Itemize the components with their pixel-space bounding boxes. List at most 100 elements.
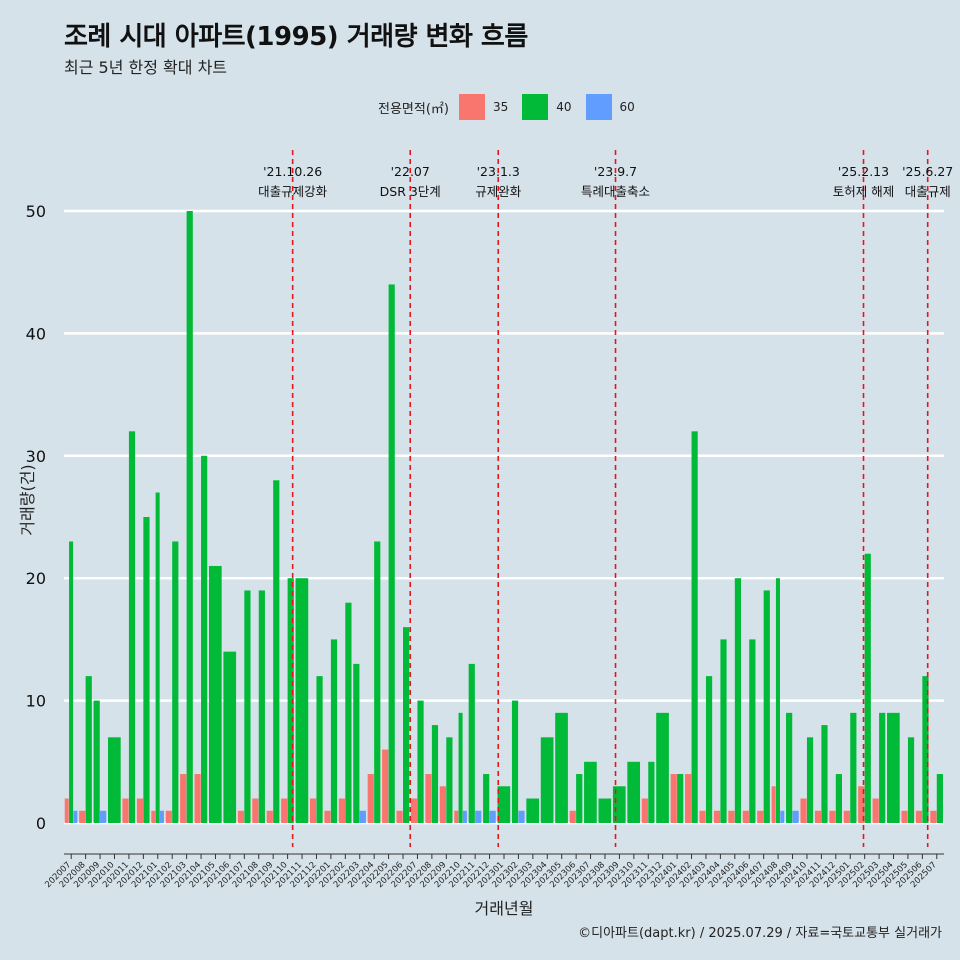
bar-202211-40 <box>468 663 475 823</box>
bar-202412-35 <box>829 810 836 823</box>
bar-202504-40 <box>887 712 900 823</box>
bar-202410-40 <box>806 737 814 823</box>
bar-202409-40 <box>786 712 793 823</box>
bar-202405-40 <box>734 578 742 823</box>
bar-202311-35 <box>641 798 648 823</box>
bar-202407-40 <box>763 590 770 823</box>
bar-202103-40 <box>186 211 193 823</box>
bar-202403-40 <box>705 676 713 823</box>
annotation-label: 대출규제강화 <box>258 184 328 199</box>
bar-202210-35 <box>454 810 459 823</box>
bar-202404-40 <box>720 639 727 823</box>
bar-202201-40 <box>330 639 338 823</box>
annotation-label: 특례대출축소 <box>581 184 650 199</box>
legend-swatch-40 <box>522 94 549 120</box>
bar-202007-60 <box>73 810 78 823</box>
chart-caption: ©디아파트(dapt.kr) / 2025.07.29 / 자료=국토교통부 실… <box>578 926 942 941</box>
bar-202103-35 <box>180 774 187 823</box>
annotation-label: 규제완화 <box>475 184 522 199</box>
bar-202408-60 <box>780 810 785 823</box>
bar-202311-40 <box>648 761 655 823</box>
bar-202207-35 <box>410 798 418 823</box>
bar-202205-40 <box>388 284 395 823</box>
legend-item-40: 40 <box>522 94 575 120</box>
annotation-date: '25.6.27 <box>902 164 953 179</box>
bar-202104-40 <box>201 455 208 823</box>
bar-202212-40 <box>483 774 490 823</box>
bar-202008-40 <box>85 676 92 823</box>
bar-202401-40 <box>677 774 684 823</box>
bar-202205-35 <box>382 749 389 823</box>
legend-swatch-60 <box>585 94 612 120</box>
bar-202506-40 <box>922 676 929 823</box>
bar-202505-40 <box>907 737 915 823</box>
bar-202402-40 <box>691 431 698 823</box>
bar-202202-40 <box>345 602 352 823</box>
bar-202507-40 <box>936 774 943 823</box>
bar-202301-40 <box>497 786 511 823</box>
bar-202106-40 <box>223 651 237 823</box>
bar-202108-35 <box>252 798 259 823</box>
bar-202208-35 <box>425 774 432 823</box>
bar-202112-35 <box>309 798 317 823</box>
bar-202209-40 <box>446 737 453 823</box>
bar-202110-35 <box>281 798 288 823</box>
legend-label-40: 40 <box>556 100 572 114</box>
bar-202107-35 <box>237 810 245 823</box>
bar-202010-40 <box>108 737 121 823</box>
annotation-label: 대출규제 <box>905 184 951 199</box>
bar-202101-35 <box>151 810 156 823</box>
bar-202310-40 <box>627 761 641 823</box>
bar-202009-60 <box>100 810 107 823</box>
legend-item-35: 35 <box>458 94 512 120</box>
bar-202208-40 <box>431 725 439 823</box>
bar-202405-35 <box>728 810 735 823</box>
bar-202306-40 <box>576 774 583 823</box>
bar-202410-35 <box>800 798 807 823</box>
legend-label-35: 35 <box>492 100 509 114</box>
y-tick-label: 10 <box>26 692 46 711</box>
y-tick-label: 50 <box>26 202 46 221</box>
bar-202210-60 <box>462 810 467 823</box>
bar-202308-40 <box>598 798 612 823</box>
bar-202411-35 <box>814 810 822 823</box>
y-axis-title: 거래량(건) <box>18 464 37 535</box>
legend-item-60: 60 <box>585 94 639 120</box>
bar-202403-35 <box>699 810 706 823</box>
chart-subtitle: 최근 5년 한정 확대 차트 <box>64 58 228 77</box>
bar-202102-40 <box>172 541 179 823</box>
bar-202303-40 <box>526 798 540 823</box>
bar-202409-60 <box>792 810 799 823</box>
bar-202502-40 <box>864 553 871 823</box>
bar-202502-35 <box>858 786 865 823</box>
bar-202110-40 <box>287 578 294 823</box>
bar-202212-60 <box>489 810 496 823</box>
bar-202007-40 <box>69 541 74 823</box>
bar-202101-40 <box>155 492 160 823</box>
bar-202309-40 <box>612 786 626 823</box>
bar-202505-35 <box>901 810 908 823</box>
bar-202411-40 <box>821 725 828 823</box>
bar-202009-40 <box>93 700 100 823</box>
y-tick-label: 20 <box>26 569 46 588</box>
bar-202306-35 <box>569 810 576 823</box>
annotation-date: '25.2.13 <box>838 164 889 179</box>
bar-202201-35 <box>324 810 331 823</box>
y-tick-label: 40 <box>26 324 46 343</box>
bar-202305-40 <box>555 712 568 823</box>
bar-202008-35 <box>79 810 86 823</box>
bar-202111-40 <box>295 578 309 823</box>
bar-202206-35 <box>396 810 403 823</box>
bar-202501-40 <box>850 712 857 823</box>
bar-202406-35 <box>742 810 749 823</box>
bar-202206-40 <box>403 627 410 823</box>
y-tick-label: 0 <box>36 814 46 833</box>
bar-202112-40 <box>316 676 323 823</box>
bar-202203-40 <box>353 663 360 823</box>
bar-202507-35 <box>930 810 937 823</box>
bar-202107-40 <box>244 590 251 823</box>
bar-202209-35 <box>439 786 446 823</box>
bar-202211-60 <box>475 810 482 823</box>
bar-202105-40 <box>208 565 222 823</box>
